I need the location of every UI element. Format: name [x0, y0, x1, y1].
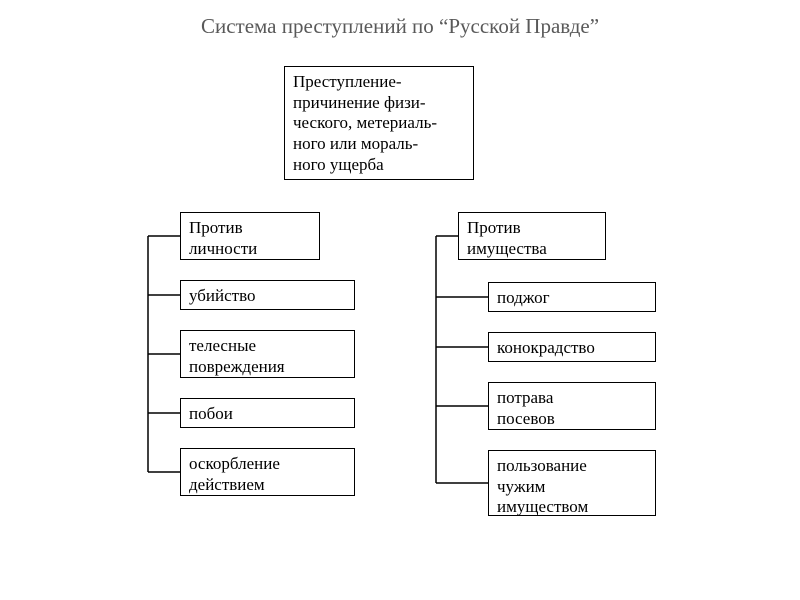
diagram-title: Система преступлений по “Русской Правде” [0, 14, 800, 39]
left-item: побои [180, 398, 355, 428]
right-item: поджог [488, 282, 656, 312]
right-item: потравапосевов [488, 382, 656, 430]
left-item: убийство [180, 280, 355, 310]
left-item-label: побои [189, 404, 233, 423]
root-node: Преступление-причинение физи-ческого, ме… [284, 66, 474, 180]
right-item-label: поджог [497, 288, 550, 307]
right-branch-header: Противимущества [458, 212, 606, 260]
left-item-label: оскорблениедействием [189, 454, 280, 494]
right-item-label: конокрадство [497, 338, 595, 357]
right-item: пользование чужимимуществом [488, 450, 656, 516]
root-label: Преступление-причинение физи-ческого, ме… [293, 72, 437, 174]
right-branch-header-label: Противимущества [467, 218, 547, 258]
left-branch-header-label: Противличности [189, 218, 257, 258]
right-item-label: пользование чужимимуществом [497, 456, 588, 516]
left-branch-header: Противличности [180, 212, 320, 260]
left-item: оскорблениедействием [180, 448, 355, 496]
right-item: конокрадство [488, 332, 656, 362]
left-item: телесныеповреждения [180, 330, 355, 378]
left-item-label: телесныеповреждения [189, 336, 285, 376]
right-item-label: потравапосевов [497, 388, 555, 428]
left-item-label: убийство [189, 286, 256, 305]
